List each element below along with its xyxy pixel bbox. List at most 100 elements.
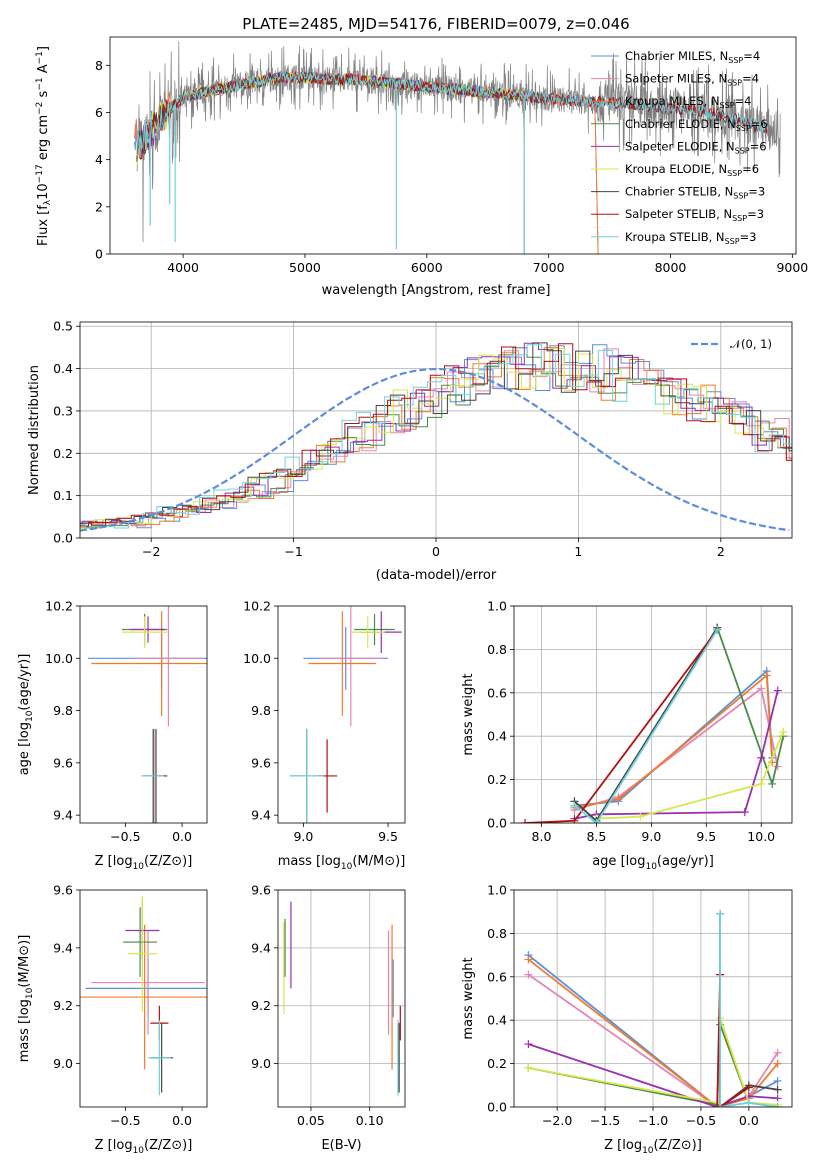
plus-marker xyxy=(716,909,725,918)
x-tick-label: 5000 xyxy=(289,260,321,275)
weight-line xyxy=(527,958,779,1107)
label-part: Z [log xyxy=(95,1138,133,1153)
x-tick-label: 9.0 xyxy=(641,829,661,844)
legend-label: Salpeter STELIB, NSSP=3 xyxy=(625,207,764,223)
legend-model: Kroupa STELIB, N xyxy=(625,230,725,244)
x-axis-label: age [log10(age/yr)] xyxy=(592,854,714,872)
y-tick-label: 0.4 xyxy=(53,361,73,376)
mass-vs-Z-chart: −0.5 0.09.09.29.49.6Z [log10(Z/Z⊙)]mass [… xyxy=(17,883,208,1156)
legend-model: Chabrier STELIB, N xyxy=(625,185,733,199)
y-tick-label: 9.4 xyxy=(251,940,271,955)
label-part: −2 xyxy=(35,102,45,115)
x-tick-label: 6000 xyxy=(411,260,443,275)
x-tick-label: 1 xyxy=(574,544,582,559)
plus-marker xyxy=(768,779,777,788)
x-tick-label: −2.0 xyxy=(542,1113,572,1128)
x-axis-label: mass [log10(M/M⊙)] xyxy=(278,854,406,872)
y-tick-label: 9.4 xyxy=(251,808,271,823)
x-tick-label: −0.5 xyxy=(110,1113,140,1128)
legend-n: =6 xyxy=(751,117,768,131)
label-part: Z [log xyxy=(95,854,133,869)
label-part: mass [log xyxy=(17,999,32,1062)
histogram-series xyxy=(80,344,792,529)
legend-label: 𝒩(0, 1) xyxy=(730,337,772,351)
plus-marker xyxy=(773,1048,782,1057)
y-tick-label: 10.0 xyxy=(243,651,271,666)
plus-marker xyxy=(570,801,579,810)
axes-frame xyxy=(79,889,208,1108)
y-tick-label: 0.8 xyxy=(487,642,507,657)
plus-marker xyxy=(592,819,601,823)
y-tick-label: 9.2 xyxy=(251,998,271,1013)
x-tick-label: 9000 xyxy=(776,260,808,275)
label-part: −1 xyxy=(35,77,45,90)
x-tick-label: 9.5 xyxy=(696,829,716,844)
legend-label: Chabrier ELODIE, NSSP=6 xyxy=(625,117,768,133)
plus-marker xyxy=(773,1076,782,1085)
y-tick-label: 9.2 xyxy=(53,998,73,1013)
x-tick-label: 8.0 xyxy=(532,829,552,844)
label-part: (age/yr)] xyxy=(17,654,32,711)
x-tick-label: 8000 xyxy=(655,260,687,275)
y-tick-label: 9.0 xyxy=(251,1056,271,1071)
weight-line xyxy=(573,629,719,823)
spectrum-chart: 4000 5000 6000 7000 8000 9000 0 2 4 6 8 Chabrier MI… xyxy=(35,36,808,298)
y-tick-label: 2 xyxy=(95,199,103,214)
label-part: mass [log xyxy=(278,854,341,869)
y-axis-label: Normed distribution xyxy=(27,365,42,495)
histogram-series xyxy=(80,348,792,529)
y-tick-label: 0 xyxy=(95,247,103,262)
plus-marker xyxy=(716,1103,725,1107)
x-tick-label: 9.0 xyxy=(293,829,313,844)
label-part: (Z/Z⊙)] xyxy=(654,1138,702,1153)
plus-marker xyxy=(762,671,771,680)
legend-sub: SSP xyxy=(727,169,742,178)
y-tick-label: 0.0 xyxy=(53,531,73,546)
legend-n: =3 xyxy=(748,185,765,199)
plus-marker xyxy=(713,1103,722,1107)
x-tick-label: −0.5 xyxy=(110,829,140,844)
legend-label: Chabrier MILES, NSSP=4 xyxy=(625,49,760,65)
plus-marker xyxy=(524,1063,533,1072)
legend-sub: SSP xyxy=(733,192,748,201)
label-part: age [log xyxy=(17,722,32,775)
y-tick-label: 0.6 xyxy=(487,969,507,984)
x-axis-label: wavelength [Angstrom, rest frame] xyxy=(322,283,551,298)
y-axis-label: age [log10(age/yr)] xyxy=(17,654,35,776)
histogram-series xyxy=(80,344,792,529)
label-part: Z [log xyxy=(604,1138,642,1153)
y-tick-label: 0.4 xyxy=(487,1013,507,1028)
residual-chart: −2 −1 0 1 2 0.0 0.1 0.2 0.3 0.4 0.5 𝒩(0, 1) (data-mo… xyxy=(27,319,793,583)
plus-marker xyxy=(744,1083,753,1092)
y-tick-label: 0.0 xyxy=(487,1100,507,1115)
x-tick-label: 0.10 xyxy=(356,1113,384,1128)
model-line xyxy=(136,70,768,157)
label-part: 10 xyxy=(25,987,35,999)
histogram-series xyxy=(80,343,792,527)
weight-line xyxy=(528,1043,778,1107)
plus-marker xyxy=(524,1040,533,1049)
y-tick-label: 0.2 xyxy=(53,446,73,461)
x-tick-label: −0.5 xyxy=(686,1113,716,1128)
plus-marker xyxy=(773,1103,782,1107)
label-part: 10 xyxy=(36,183,51,200)
y-tick-label: 0.4 xyxy=(487,729,507,744)
legend-label: Kroupa ELODIE, NSSP=6 xyxy=(625,162,759,178)
x-tick-label: 8.5 xyxy=(586,829,606,844)
x-axis-label: Z [log10(Z/Z⊙)] xyxy=(604,1138,702,1156)
legend-model: Salpeter MILES, N xyxy=(625,72,727,86)
plus-marker xyxy=(757,684,766,693)
axes-frame xyxy=(277,889,406,1108)
label-part: (M/M⊙)] xyxy=(17,935,32,988)
figure-title: PLATE=2485, MJD=54176, FIBERID=0079, z=0… xyxy=(242,15,629,33)
x-axis-label: Z [log10(Z/Z⊙)] xyxy=(95,854,193,872)
y-tick-label: 10.0 xyxy=(45,651,73,666)
x-tick-label: −2 xyxy=(142,544,160,559)
normal-curve xyxy=(79,367,790,532)
axes-frame xyxy=(109,36,797,255)
legend-model: Kroupa MILES, N xyxy=(625,94,720,108)
y-tick-label: 9.8 xyxy=(251,703,271,718)
y-tick-label: 9.6 xyxy=(53,755,73,770)
plus-marker xyxy=(740,808,749,817)
x-axis-label: (data-model)/error xyxy=(376,568,497,583)
